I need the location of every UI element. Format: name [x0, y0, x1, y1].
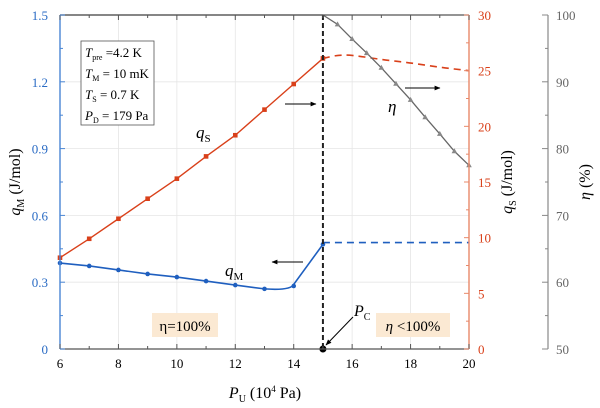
eta-full-box: η=100% — [152, 313, 218, 337]
x-tick-label: 20 — [463, 356, 476, 371]
x-tick-label: 6 — [57, 356, 64, 371]
pc-arrow — [325, 316, 354, 346]
qs-marker — [262, 107, 267, 112]
y-left-tick-label: 1.5 — [32, 8, 48, 23]
qs-marker — [116, 216, 121, 222]
qm-marker — [232, 282, 238, 288]
eta-series-label: η — [388, 97, 396, 116]
qs-marker — [145, 196, 150, 201]
axes: 6 8 10 12 14 16 18 2000.30.60.91.21.50510152025… — [32, 8, 576, 371]
qs-marker — [174, 176, 180, 181]
y-right-tick-label: 25 — [478, 64, 491, 79]
pc-label: PC — [353, 303, 371, 323]
param-ts: TS = 0.7 K — [85, 87, 140, 104]
qm-marker — [262, 286, 267, 292]
y-right-tick-label: 30 — [478, 8, 491, 23]
qs-line — [59, 57, 324, 259]
parameter-box: Tpre =4.2 K TM = 10 mK TS = 0.7 K PD = 1… — [80, 40, 155, 126]
qs-dashed-line — [322, 54, 470, 72]
qm-marker — [203, 278, 209, 284]
eta-marker — [451, 148, 458, 154]
eta-marker — [422, 114, 428, 120]
x-tick-label: 10 — [170, 356, 183, 371]
y-left-tick-label: 1.2 — [32, 75, 48, 90]
qm-marker — [86, 263, 92, 269]
x-axis-title: PU (104 Pa) — [228, 384, 301, 405]
x-tick-label: 16 — [346, 356, 360, 371]
qm-series-label: qM — [225, 261, 244, 283]
y-right-tick-label: 0 — [478, 342, 485, 357]
x-tick-label: 8 — [115, 356, 122, 371]
y-right-tick-label: 10 — [478, 231, 491, 246]
qm-marker — [174, 274, 180, 280]
eta-marker — [407, 96, 414, 102]
series-layer — [57, 14, 472, 353]
y-right-tick-label: 15 — [478, 175, 491, 190]
eta-marker — [436, 130, 443, 136]
param-pd: PD = 179 Pa — [84, 108, 149, 125]
eta-marker — [349, 36, 355, 42]
qm-marker — [116, 267, 121, 273]
y-right2-tick-label: 90 — [556, 75, 569, 90]
eta-marker — [378, 64, 385, 70]
qs-series-label: qS — [196, 123, 211, 145]
y-right2-tick-label: 60 — [556, 275, 569, 290]
y-right-tick-label: 5 — [478, 286, 485, 301]
y-left-tick-label: 0.3 — [32, 275, 48, 290]
param-tm: TM = 10 mK — [85, 66, 150, 83]
qm-marker — [145, 271, 150, 277]
param-tpre: Tpre =4.2 K — [85, 45, 143, 62]
eta-marker — [363, 50, 370, 56]
y-axis-right2-title: η (%) — [577, 164, 594, 200]
qs-marker — [291, 81, 297, 87]
y-right2-tick-label: 80 — [556, 142, 569, 157]
x-tick-label: 18 — [404, 356, 417, 371]
y-right2-tick-label: 70 — [556, 208, 569, 223]
eta-line — [60, 14, 470, 166]
eta-marker — [393, 80, 399, 86]
y-left-tick-label: 0.6 — [32, 208, 49, 223]
qs-marker — [86, 236, 92, 242]
qs-marker — [203, 154, 209, 159]
y-right2-tick-label: 50 — [556, 342, 569, 357]
eta-marker — [334, 21, 341, 27]
y-axis-right-title: qS (J/mol) — [499, 150, 519, 214]
x-tick-label: 12 — [229, 356, 242, 371]
y-right2-tick-label: 100 — [556, 8, 576, 23]
y-axis-left-title: qM (J/mol) — [7, 148, 27, 215]
eta-full-text: η=100% — [159, 319, 210, 335]
y-left-tick-label: 0.9 — [32, 142, 48, 157]
y-left-tick-label: 0 — [42, 342, 49, 357]
eta-partial-text: η <100% — [386, 319, 441, 335]
grid — [60, 15, 469, 349]
qm-marker — [291, 283, 297, 289]
eta-partial-box: η <100% — [376, 313, 450, 337]
x-tick-label: 14 — [287, 356, 301, 371]
qs-marker — [232, 132, 238, 138]
y-right-tick-label: 20 — [478, 119, 491, 134]
